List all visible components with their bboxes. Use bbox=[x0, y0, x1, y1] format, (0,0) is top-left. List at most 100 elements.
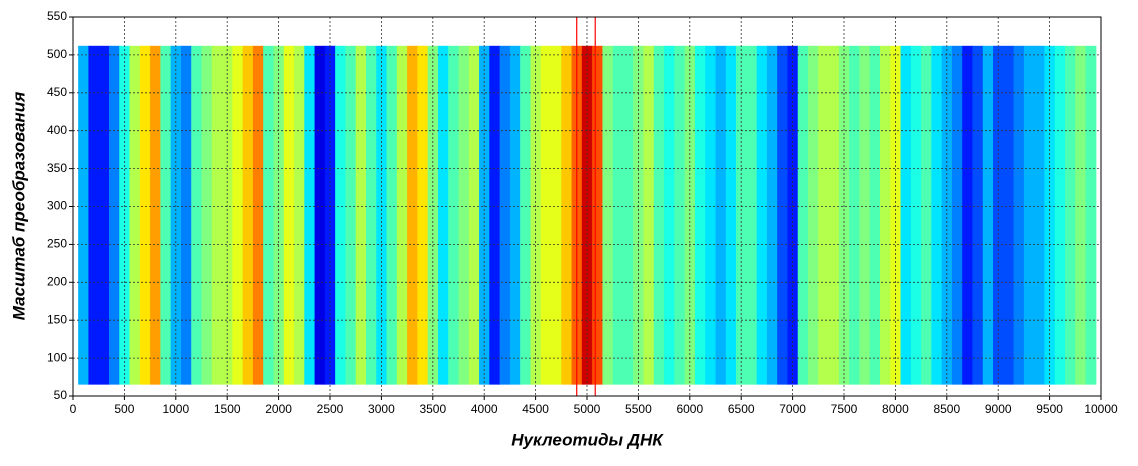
heat-cell bbox=[787, 45, 799, 385]
heat-cell bbox=[417, 45, 429, 385]
heat-cell bbox=[448, 45, 459, 385]
x-tick-label: 9000 bbox=[985, 402, 1012, 416]
heat-cell bbox=[294, 45, 305, 385]
heat-cell bbox=[664, 45, 675, 385]
heat-cell bbox=[273, 45, 285, 385]
heat-cell bbox=[232, 45, 244, 385]
x-tick-label: 1000 bbox=[162, 402, 189, 416]
heat-cell bbox=[797, 45, 809, 385]
heat-cell bbox=[479, 45, 490, 385]
heat-cell bbox=[345, 45, 357, 385]
heat-cell bbox=[612, 45, 624, 385]
heat-cell bbox=[1003, 45, 1015, 385]
heat-cell bbox=[879, 45, 891, 385]
heat-cell bbox=[129, 45, 141, 385]
y-tick-label: 150 bbox=[47, 312, 67, 326]
heat-cell bbox=[386, 45, 398, 385]
heat-cell bbox=[982, 45, 994, 385]
heat-cell bbox=[766, 45, 778, 385]
heat-cell bbox=[509, 45, 521, 385]
heat-cell bbox=[314, 45, 326, 385]
heat-cell bbox=[170, 45, 182, 385]
heat-cell bbox=[1065, 45, 1076, 385]
heat-cell bbox=[1023, 45, 1035, 385]
x-tick-label: 0 bbox=[70, 402, 77, 416]
heat-cell bbox=[1013, 45, 1025, 385]
heat-cell bbox=[376, 45, 388, 385]
heat-cell bbox=[951, 45, 963, 385]
heat-cell bbox=[962, 45, 973, 385]
heat-cell bbox=[725, 45, 737, 385]
heat-cell bbox=[1034, 45, 1045, 385]
heat-cell bbox=[139, 45, 151, 385]
x-tick-label: 5500 bbox=[625, 402, 652, 416]
heat-cell bbox=[859, 45, 871, 385]
heat-cell bbox=[715, 45, 727, 385]
y-axis-title: Масштаб преобразования bbox=[9, 92, 28, 320]
heat-cell bbox=[941, 45, 953, 385]
heat-cell bbox=[150, 45, 161, 385]
heat-cell bbox=[1075, 45, 1087, 385]
heat-cell bbox=[407, 45, 418, 385]
heat-cell bbox=[756, 45, 768, 385]
heat-cell bbox=[211, 45, 223, 385]
x-tick-label: 6000 bbox=[676, 402, 703, 416]
heat-cell bbox=[78, 45, 89, 385]
heat-cell bbox=[283, 45, 295, 385]
heat-cell bbox=[993, 45, 1004, 385]
heat-cell bbox=[828, 45, 840, 385]
heat-cell bbox=[437, 45, 449, 385]
heat-cell bbox=[746, 45, 758, 385]
y-tick-label: 200 bbox=[47, 274, 67, 288]
heat-cell bbox=[869, 45, 881, 385]
x-tick-label: 5000 bbox=[574, 402, 601, 416]
heat-cell bbox=[705, 45, 716, 385]
heat-cell bbox=[180, 45, 192, 385]
heat-cell bbox=[119, 45, 131, 385]
x-tick-label: 9500 bbox=[1036, 402, 1063, 416]
y-tick-label: 350 bbox=[47, 161, 67, 175]
x-tick-label: 500 bbox=[114, 402, 134, 416]
heat-cell bbox=[468, 45, 480, 385]
heat-cell bbox=[900, 45, 912, 385]
y-tick-label: 400 bbox=[47, 123, 67, 137]
x-tick-label: 7000 bbox=[779, 402, 806, 416]
x-tick-label: 10000 bbox=[1084, 402, 1118, 416]
heat-cell bbox=[1085, 45, 1097, 385]
heat-cell bbox=[602, 45, 614, 385]
heat-cell bbox=[921, 45, 932, 385]
x-tick-label: 6500 bbox=[728, 402, 755, 416]
x-tick-label: 2000 bbox=[265, 402, 292, 416]
heat-cell bbox=[581, 45, 593, 385]
heat-cell bbox=[499, 45, 511, 385]
heat-cell bbox=[808, 45, 819, 385]
heat-cell bbox=[263, 45, 274, 385]
heat-cell bbox=[160, 45, 172, 385]
heat-cell bbox=[304, 45, 316, 385]
heat-cell bbox=[530, 45, 542, 385]
heat-cell bbox=[838, 45, 850, 385]
heat-cell bbox=[520, 45, 531, 385]
heat-cell bbox=[736, 45, 747, 385]
y-tick-label: 450 bbox=[47, 85, 67, 99]
heat-cell bbox=[1044, 45, 1056, 385]
heat-cell bbox=[365, 45, 377, 385]
heat-cell bbox=[684, 45, 696, 385]
heat-cell bbox=[201, 45, 213, 385]
y-tick-label: 500 bbox=[47, 47, 67, 61]
heat-cell bbox=[777, 45, 788, 385]
plot-frame bbox=[72, 16, 1102, 397]
heat-cell bbox=[890, 45, 902, 385]
heat-cell bbox=[674, 45, 686, 385]
heat-cell bbox=[458, 45, 470, 385]
heat-cell bbox=[98, 45, 110, 385]
heat-cell bbox=[561, 45, 573, 385]
heat-cell bbox=[592, 45, 603, 385]
x-tick-label: 4000 bbox=[471, 402, 498, 416]
heat-cell bbox=[324, 45, 336, 385]
heat-cell bbox=[108, 45, 120, 385]
x-tick-label: 2500 bbox=[317, 402, 344, 416]
y-tick-label: 50 bbox=[54, 388, 68, 402]
